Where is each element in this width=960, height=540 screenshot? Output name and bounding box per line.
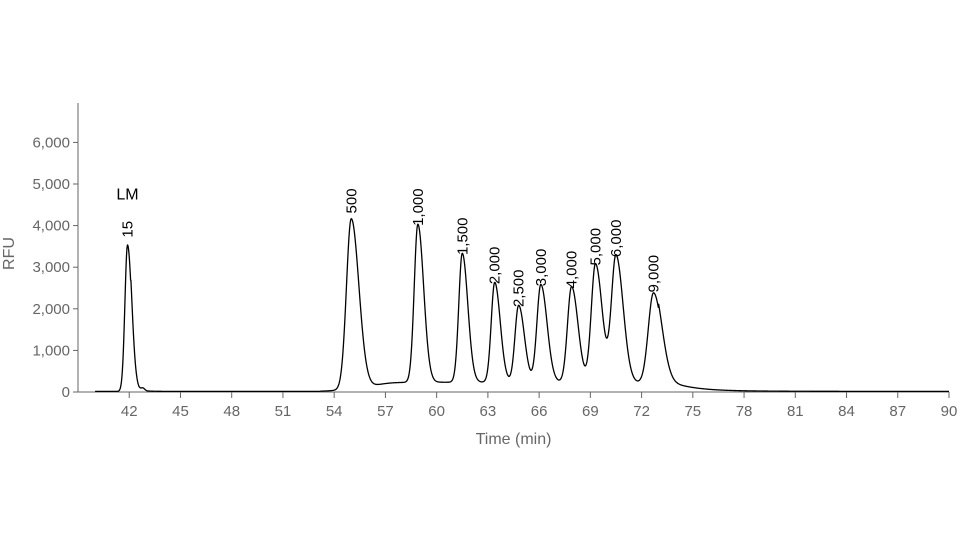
y-tick-label: 6,000 [32,134,70,151]
x-axis: 42 45 48 51 54 57 60 63 66 69 72 75 78 81 84 87 90 [78,391,958,420]
peak-label: 6,000 [608,220,625,258]
y-tick-label: 3,000 [32,259,70,276]
peak-label: 2,000 [487,247,504,285]
x-tick-label: 45 [172,403,189,420]
peak-label: 9,000 [646,255,663,293]
x-tick-label: 84 [838,403,855,420]
peak-label: 500 [343,188,360,213]
x-tick-label: 66 [531,403,548,420]
x-tick-label: 69 [582,403,599,420]
lower-marker-label: LM [116,187,138,204]
x-tick-label: 90 [941,403,958,420]
y-tick-label: 0 [62,384,70,401]
x-tick-label: 51 [275,403,292,420]
y-tick-label: 2,000 [32,301,70,318]
x-tick-label: 48 [223,403,240,420]
x-tick-label: 87 [889,403,906,420]
peak-label: 3,000 [533,249,550,287]
x-tick-label: 75 [684,403,701,420]
x-tick-label: 78 [736,403,753,420]
x-tick-label: 54 [326,403,343,420]
peak-labels: 15 LM 500 1,000 1,500 2,000 2,500 3,000 4,000 5,0… [116,187,662,307]
x-tick-label: 63 [480,403,497,420]
x-tick-label: 57 [377,403,394,420]
x-tick-label: 72 [633,403,650,420]
x-tick-label: 60 [428,403,445,420]
x-axis-title: Time (min) [476,431,552,448]
peak-label: 5,000 [587,228,604,266]
rfu-trace-line [94,218,950,393]
peak-label: 2,500 [511,269,528,307]
peak-label: 15 [120,221,137,238]
peak-label: 4,000 [564,251,581,289]
x-tick-label: 81 [787,403,804,420]
x-tick-label: 42 [121,403,138,420]
y-tick-label: 1,000 [32,342,70,359]
y-axis-title: RFU [1,237,18,270]
y-tick-label: 5,000 [32,176,70,193]
peak-label: 1,500 [454,217,471,255]
y-axis: 0 1,000 2,000 3,000 4,000 5,000 6,000 [32,103,79,401]
y-tick-label: 4,000 [32,218,70,235]
peak-label: 1,000 [410,188,427,226]
